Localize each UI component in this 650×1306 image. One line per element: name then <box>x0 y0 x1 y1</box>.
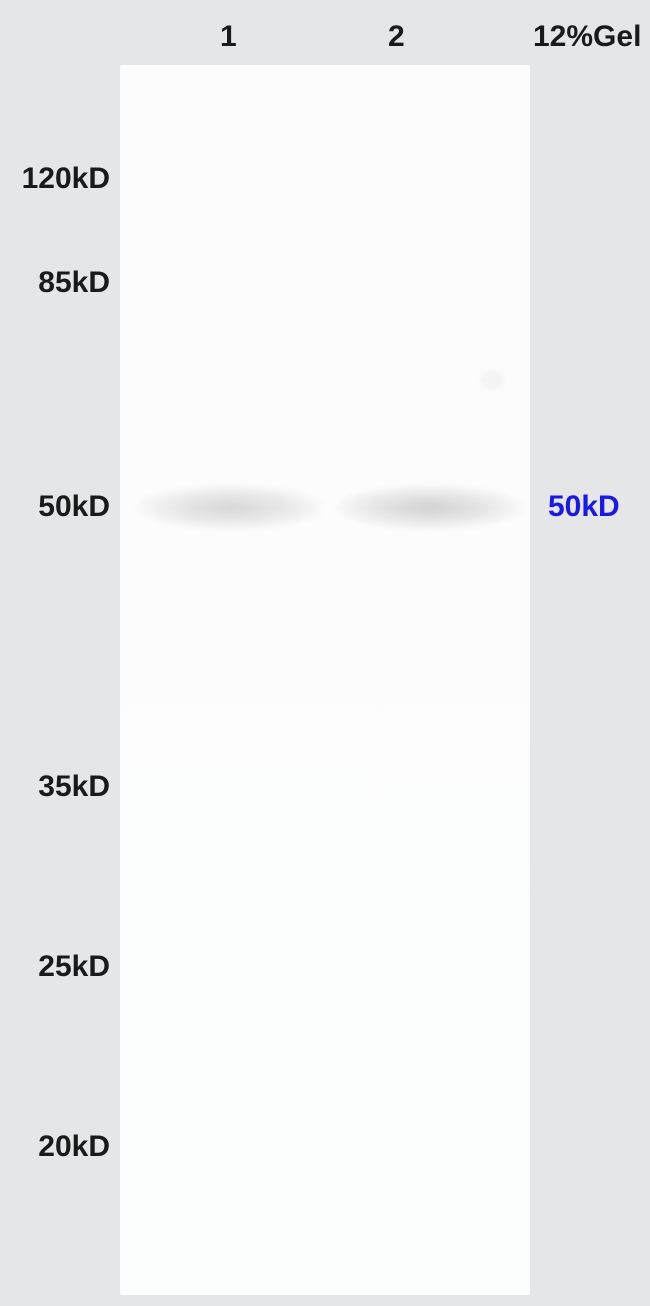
protein-band-lane1 <box>135 485 325 530</box>
detected-band-annotation: 50kD <box>548 490 620 524</box>
protein-band-lane2 <box>335 485 525 530</box>
blot-container: 1 2 12%Gel 120kD 85kD 50kD 35kD 25kD 20k… <box>0 0 650 1306</box>
marker-20kd: 20kD <box>0 1130 110 1164</box>
lane-2-label: 2 <box>388 20 405 54</box>
marker-120kd: 120kD <box>0 162 110 196</box>
marker-85kd: 85kD <box>0 266 110 300</box>
blot-membrane-area <box>120 65 530 1295</box>
marker-35kd: 35kD <box>0 770 110 804</box>
lane-1-label: 1 <box>220 20 237 54</box>
gel-percentage-label: 12%Gel <box>533 20 641 54</box>
marker-25kd: 25kD <box>0 950 110 984</box>
marker-50kd: 50kD <box>0 490 110 524</box>
noise-artifact <box>480 370 505 390</box>
